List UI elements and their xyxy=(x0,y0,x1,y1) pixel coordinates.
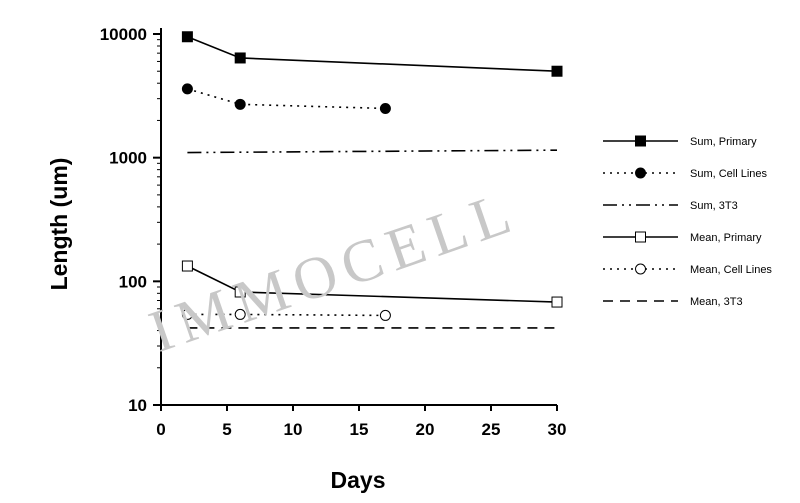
data-point xyxy=(181,83,193,95)
legend-item: Mean, Primary xyxy=(603,231,762,244)
data-point xyxy=(181,31,193,43)
series-sum-cell-lines xyxy=(181,83,391,114)
legend-label: Mean, Cell Lines xyxy=(690,264,772,276)
axes: 10 100 1000 10000 0 5 10 15 20 25 30 xyxy=(100,25,567,439)
series-sum-primary xyxy=(181,31,563,77)
x-tick-label: 30 xyxy=(548,420,567,439)
y-tick-label: 10000 xyxy=(100,25,147,44)
legend-marker xyxy=(635,231,646,243)
legend-label: Sum, Cell Lines xyxy=(690,168,768,180)
legend-label: Sum, Primary xyxy=(690,136,757,148)
x-tick-label: 0 xyxy=(156,420,165,439)
y-tick-label: 100 xyxy=(119,272,147,291)
data-point xyxy=(181,308,193,320)
series-mean-cell-lines xyxy=(181,308,391,321)
y-axis-title: Length (um) xyxy=(46,158,72,291)
legend-label: Mean, 3T3 xyxy=(690,296,743,308)
data-point xyxy=(234,286,246,298)
x-tick-label: 20 xyxy=(416,420,435,439)
series-mean-primary xyxy=(181,260,563,308)
data-point xyxy=(551,65,563,77)
data-point xyxy=(551,296,563,308)
series-line xyxy=(187,149,558,154)
legend: Sum, Primary Sum, Cell Lines Sum, 3T3 Mean,… xyxy=(603,135,772,308)
legend-label: Mean, Primary xyxy=(690,232,762,244)
y-tick-label: 1000 xyxy=(109,149,147,168)
x-tick-label: 10 xyxy=(284,420,303,439)
y-tick-label: 10 xyxy=(128,396,147,415)
x-tick-label: 15 xyxy=(350,420,369,439)
legend-marker xyxy=(635,167,646,179)
data-point xyxy=(234,98,246,110)
x-tick-label: 25 xyxy=(482,420,501,439)
legend-item: Sum, Primary xyxy=(603,135,757,148)
legend-marker xyxy=(635,263,646,275)
series-line xyxy=(187,88,386,110)
series-sum-3t3 xyxy=(187,149,558,154)
x-axis-title: Days xyxy=(331,467,386,493)
data-point xyxy=(234,52,246,64)
legend-item: Mean, Cell Lines xyxy=(603,263,772,276)
legend-marker xyxy=(635,135,646,147)
plot-area xyxy=(181,31,563,329)
data-point xyxy=(181,260,193,272)
legend-label: Sum, 3T3 xyxy=(690,200,738,212)
data-point xyxy=(379,309,391,321)
legend-item: Sum, Cell Lines xyxy=(603,167,768,180)
data-point xyxy=(379,102,391,114)
legend-item: Mean, 3T3 xyxy=(603,296,743,308)
legend-item: Sum, 3T3 xyxy=(603,200,738,212)
data-point xyxy=(234,308,246,320)
x-tick-label: 5 xyxy=(222,420,231,439)
